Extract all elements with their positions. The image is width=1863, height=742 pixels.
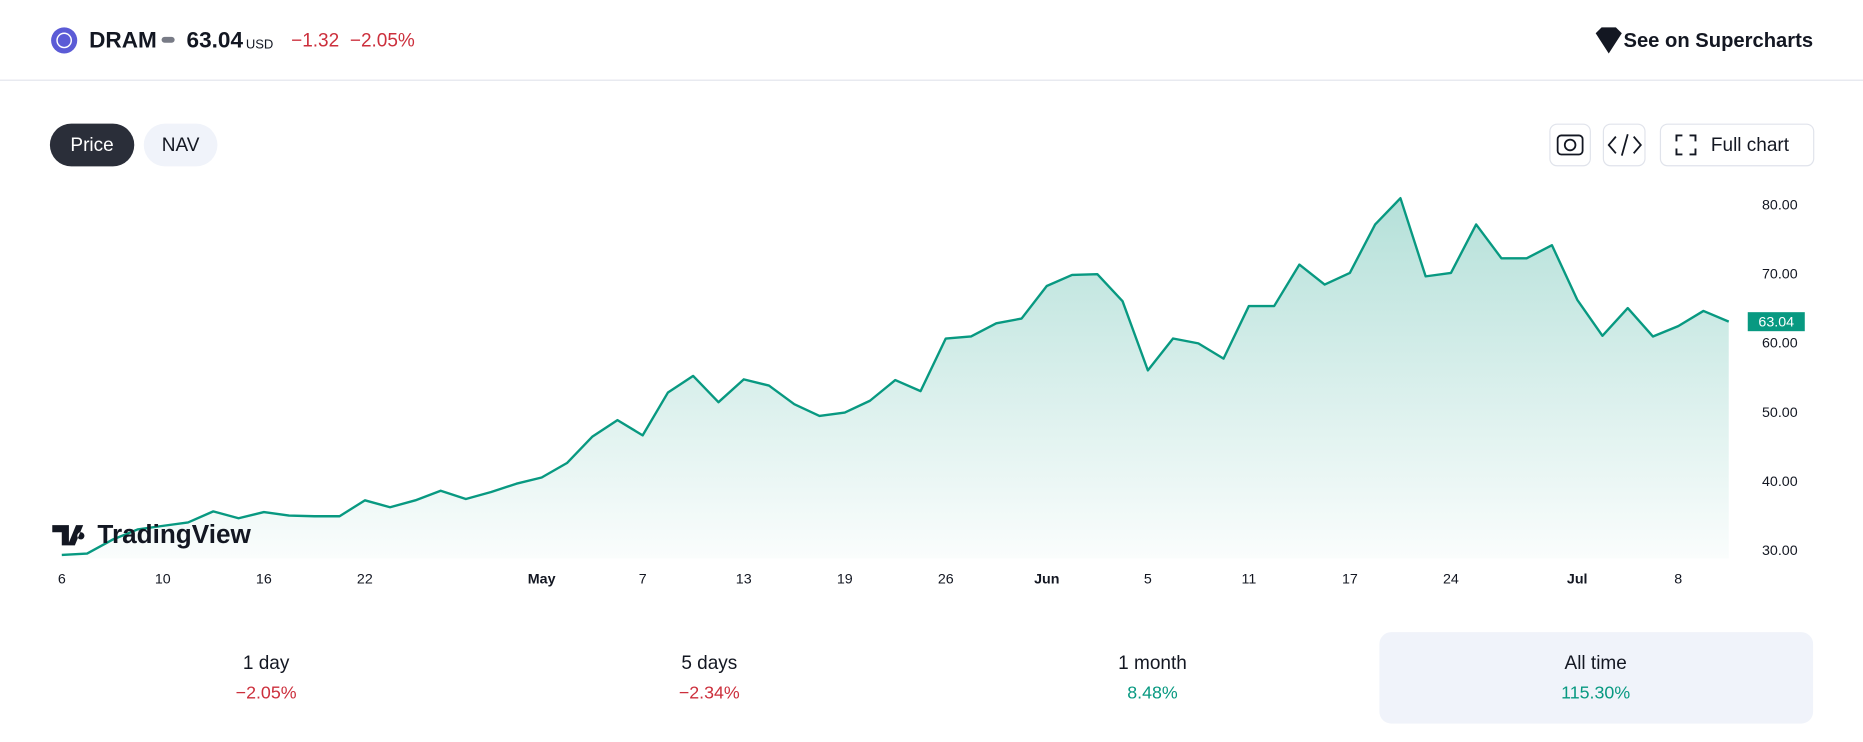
y-tick-label: 80.00	[1762, 197, 1798, 213]
price-line	[61, 196, 1730, 557]
symbol-logo-mark	[56, 32, 73, 49]
x-tick-label: 10	[155, 572, 171, 588]
tab-price-label[interactable]: Price	[70, 135, 113, 156]
y-tick-label: 60.00	[1762, 336, 1798, 352]
stat-value[interactable]: −2.05%	[236, 683, 297, 703]
stat-label[interactable]: 1 day	[243, 653, 290, 674]
change-percent: −2.05%	[350, 31, 415, 52]
x-tick-label: 17	[1342, 572, 1358, 588]
y-tick-label: 30.00	[1762, 543, 1798, 559]
x-tick-label: 7	[639, 572, 647, 588]
x-tick-label: 22	[357, 572, 373, 588]
x-tick-label: 11	[1241, 572, 1256, 588]
camera-icon	[1556, 134, 1584, 156]
x-tick-label: May	[528, 572, 556, 588]
tv-logo-mark	[52, 525, 85, 546]
currency: USD	[246, 37, 274, 52]
code-icon	[1607, 134, 1642, 156]
last-price-badge	[1747, 312, 1805, 332]
stat-value[interactable]: 8.48%	[1127, 683, 1178, 703]
stat-label[interactable]: 5 days	[681, 653, 737, 674]
stat-label[interactable]: All time	[1565, 653, 1627, 674]
x-tick-label: 19	[837, 572, 853, 588]
x-tick-label: Jun	[1034, 572, 1059, 588]
tab-nav-label[interactable]: NAV	[162, 135, 200, 156]
snapshot-button[interactable]	[1549, 123, 1591, 167]
area	[61, 198, 1729, 559]
supercharts-link[interactable]: See on Supercharts	[1623, 30, 1813, 52]
fullscreen-icon	[1675, 134, 1697, 156]
x-tick-label: 8	[1674, 572, 1682, 588]
tv-logo-text: TradingView	[97, 519, 251, 549]
last-price-label: 63.04	[1758, 315, 1794, 331]
x-tick-label: 6	[58, 572, 66, 588]
y-tick-label: 70.00	[1762, 267, 1798, 283]
x-tick-label: 26	[938, 572, 954, 588]
full-chart-button[interactable]	[1659, 123, 1815, 167]
y-tick-label: 50.00	[1762, 405, 1798, 421]
camera-lens	[1563, 138, 1577, 152]
change: −1.32	[291, 31, 339, 52]
full-chart-label[interactable]: Full chart	[1711, 135, 1790, 156]
tab-price[interactable]	[49, 123, 135, 167]
ticker: DRAM	[89, 28, 157, 53]
stat-selected-bg[interactable]	[1379, 632, 1814, 724]
status-pill	[161, 36, 175, 43]
tab-nav[interactable]	[143, 123, 218, 167]
y-tick-label: 40.00	[1762, 474, 1798, 490]
x-tick-label: 5	[1144, 572, 1152, 588]
x-tick-label: 13	[736, 572, 752, 588]
supercharts-icon[interactable]	[1595, 27, 1622, 54]
stat-label[interactable]: 1 month	[1118, 653, 1187, 674]
x-tick-label: 24	[1443, 572, 1459, 588]
x-tick-label: 16	[256, 572, 272, 588]
symbol-logo	[51, 27, 78, 54]
stat-value[interactable]: 115.30%	[1561, 683, 1630, 703]
price: 63.04	[187, 28, 244, 53]
stat-value[interactable]: −2.34%	[679, 683, 740, 703]
x-tick-label: Jul	[1567, 572, 1588, 588]
